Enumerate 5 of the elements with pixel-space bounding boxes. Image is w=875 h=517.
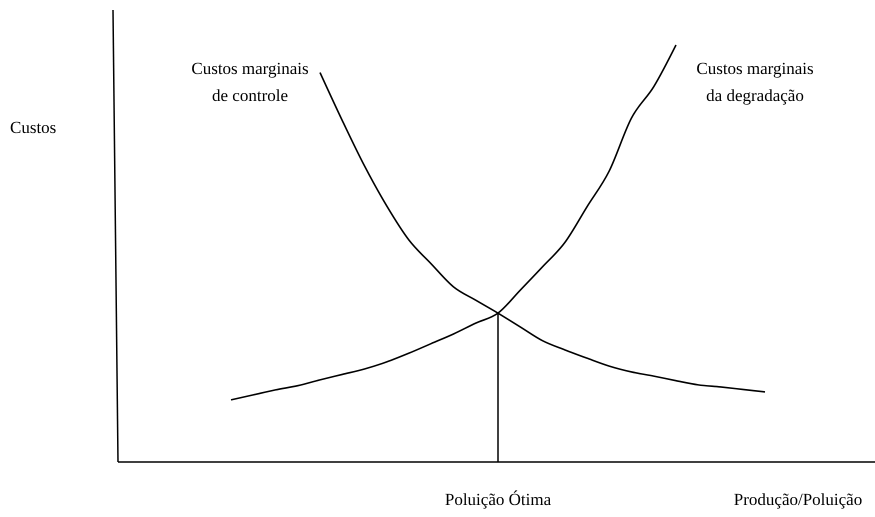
series-label: Custos marginais de controle (191, 59, 309, 105)
text: Custos (10, 118, 56, 137)
series-label: Custos marginais da degradação (696, 59, 814, 105)
text: Poluição Ótima (444, 490, 552, 509)
x-axis-title: Produção/Poluição (734, 490, 862, 509)
